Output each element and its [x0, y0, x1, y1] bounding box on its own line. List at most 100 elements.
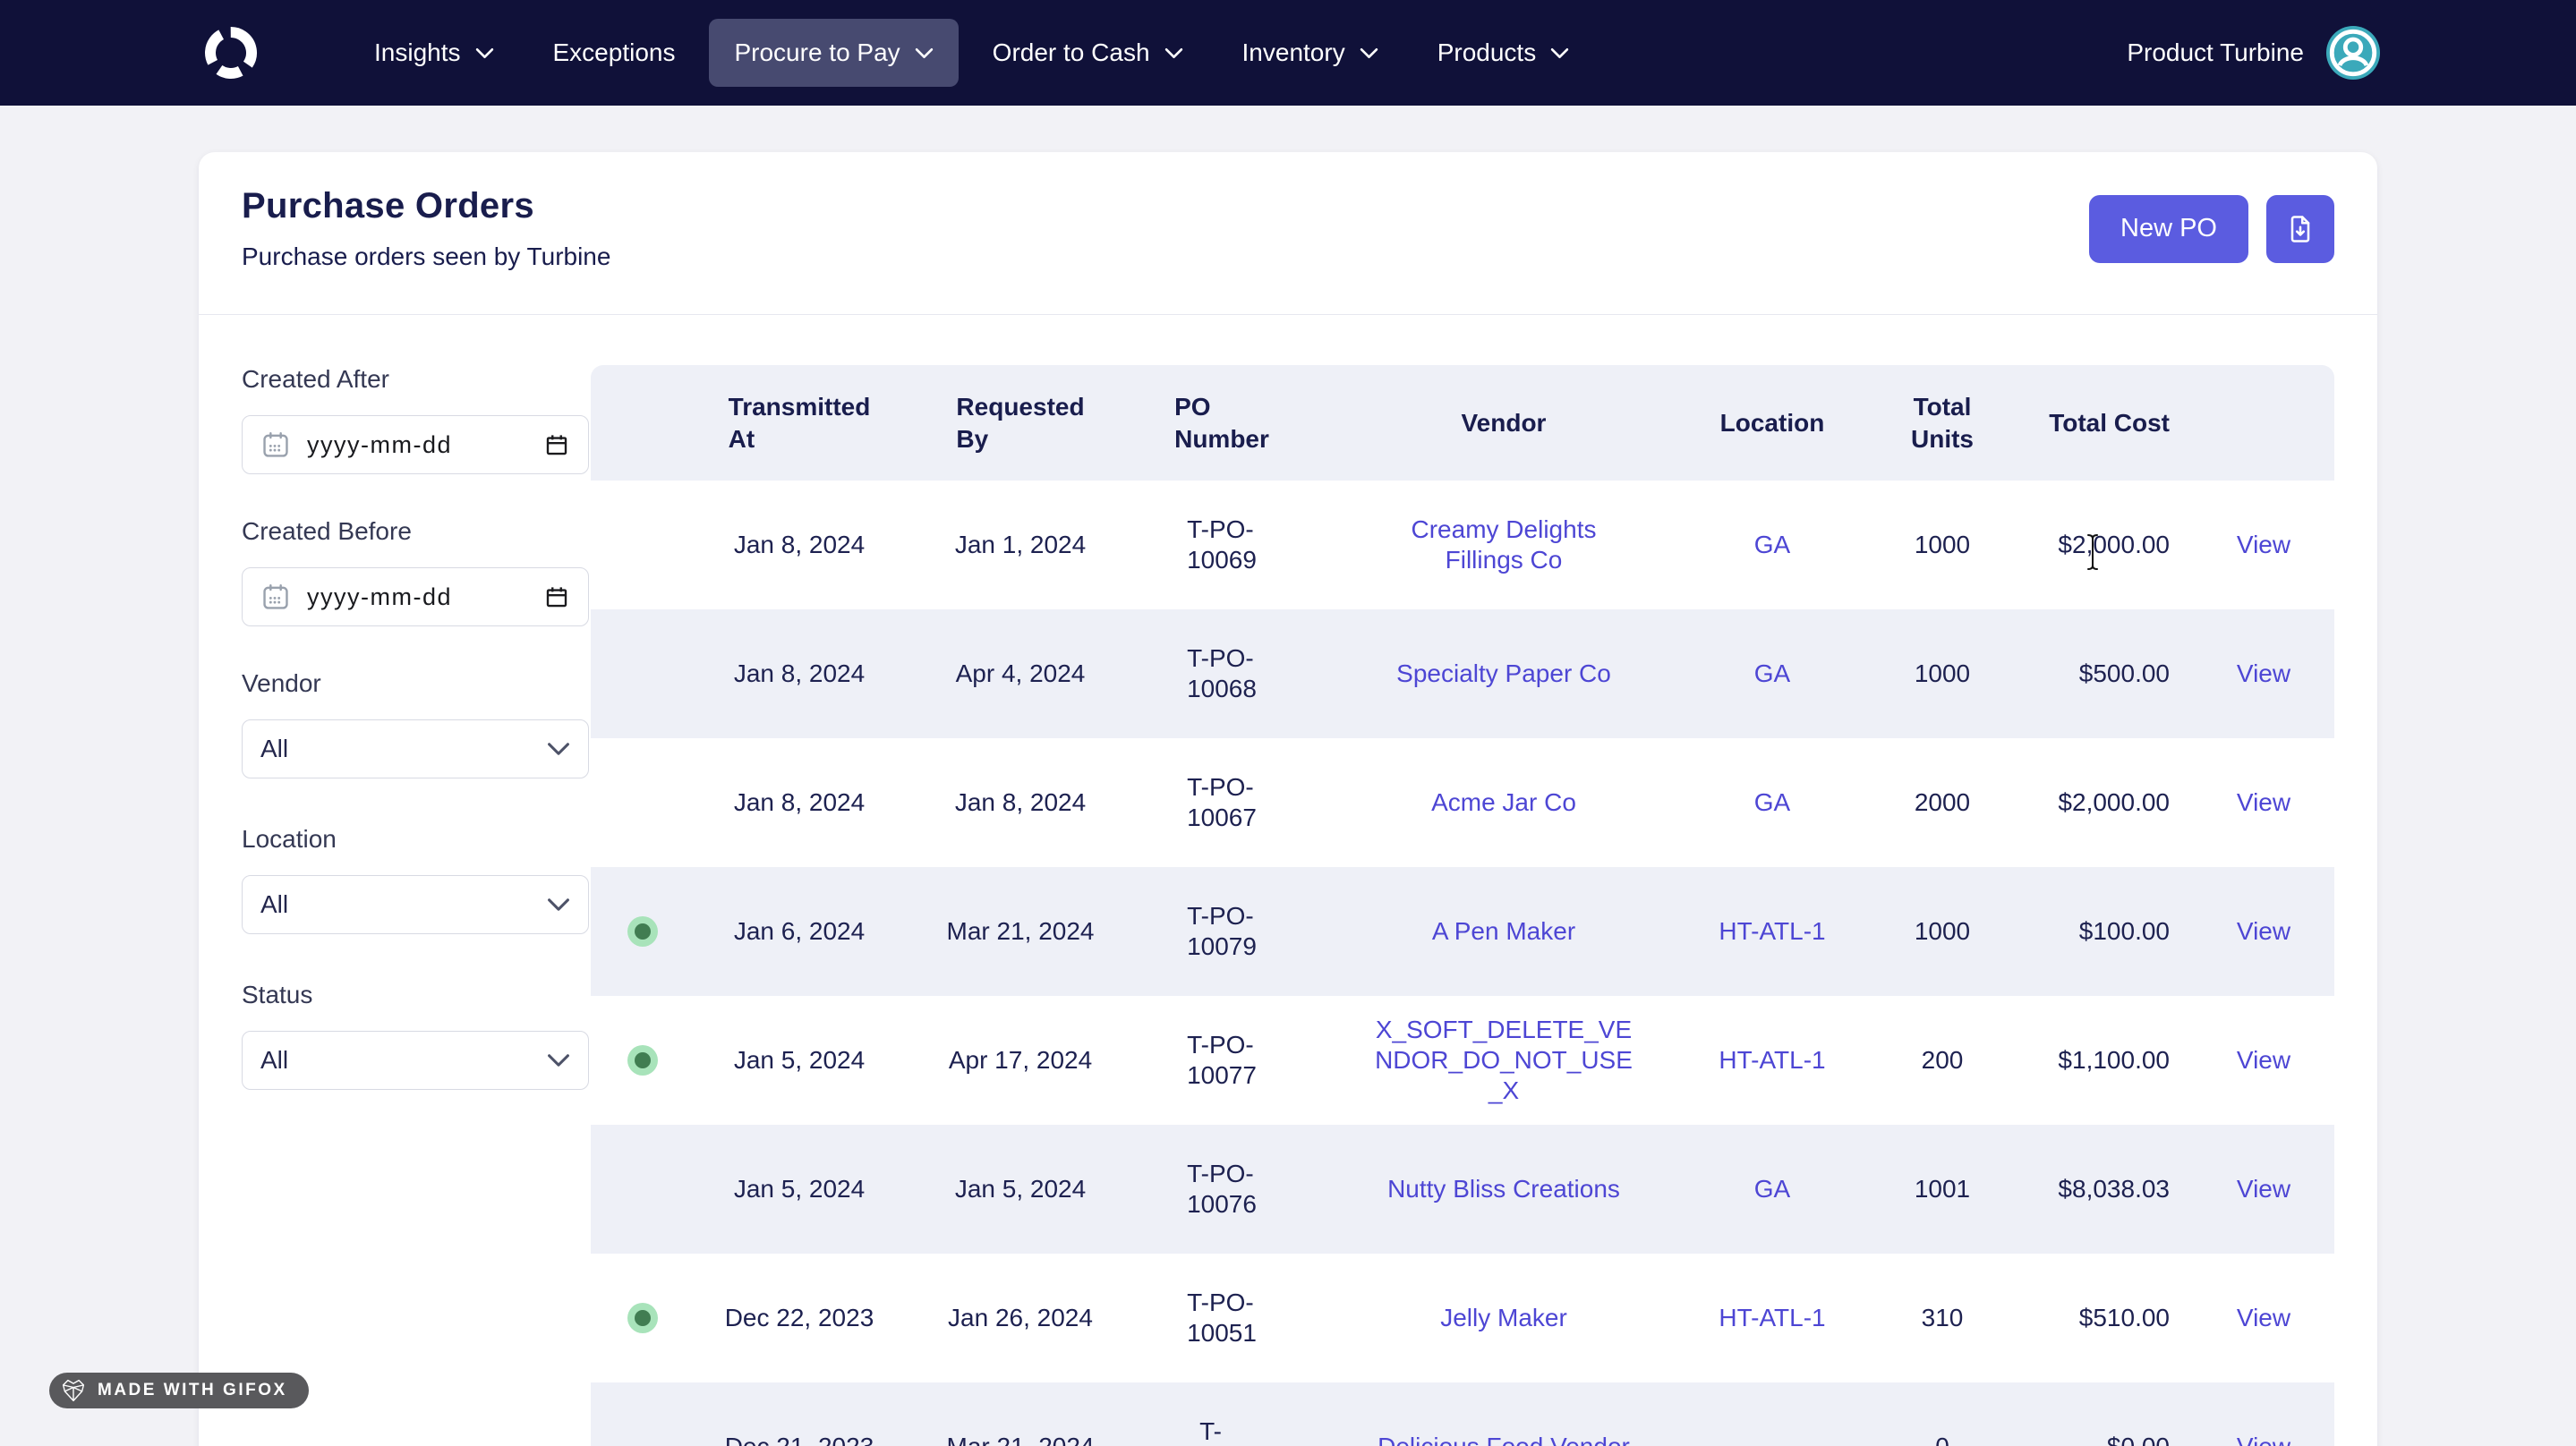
view-cell: View — [2193, 738, 2334, 867]
vendor-cell: X_SOFT_DELETE_VENDOR_DO_NOT_USE_X — [1307, 996, 1701, 1125]
status-cell — [591, 1382, 695, 1446]
status-cell — [591, 867, 695, 996]
vendor-link[interactable]: Nutty Bliss Creations — [1387, 1175, 1620, 1203]
status-cell — [591, 481, 695, 609]
transmitted-at-cell: Jan 8, 2024 — [733, 531, 866, 558]
nav-item-exceptions[interactable]: Exceptions — [528, 19, 701, 87]
top-navbar: Insights Exceptions Procure to Pay Order to… — [0, 0, 2576, 106]
created-after-label: Created After — [242, 365, 389, 393]
vendor-link[interactable]: Delicious Food Vendor — [1378, 1432, 1630, 1446]
view-link[interactable]: View — [2236, 659, 2291, 687]
chevron-down-icon — [548, 1054, 569, 1067]
nav-menu: Insights Exceptions Procure to Pay Order to… — [349, 19, 1594, 87]
view-cell: View — [2193, 1125, 2334, 1254]
export-button[interactable] — [2266, 194, 2334, 263]
vendor-link[interactable]: A Pen Maker — [1431, 917, 1576, 945]
requested-by-cell: Apr 4, 2024 — [904, 609, 1137, 738]
calendar-days-icon — [263, 432, 288, 457]
location-link[interactable]: HT-ATL-1 — [1719, 1304, 1826, 1331]
created-after-placeholder: yyyy-mm-dd — [307, 430, 452, 458]
chevron-down-icon — [475, 47, 493, 58]
vendor-link[interactable]: Specialty Paper Co — [1396, 659, 1611, 687]
col-requested-by: Requested By — [904, 365, 1137, 481]
date-picker-button[interactable] — [543, 431, 570, 458]
col-vendor: Vendor — [1307, 365, 1701, 481]
requested-by-cell: Jan 5, 2024 — [904, 1125, 1137, 1254]
total-units-cell: 2000 — [1914, 788, 1971, 816]
table-row: Jan 8, 2024 Apr 4, 2024 T-PO- 10068 Specialt… — [591, 609, 2334, 738]
status-indicator-dot — [627, 916, 658, 947]
vendor-link[interactable]: Creamy Delights Fillings Co — [1411, 515, 1597, 574]
requested-by-cell: Jan 26, 2024 — [948, 1304, 1093, 1331]
view-cell: View — [2193, 996, 2334, 1125]
view-link[interactable]: View — [2236, 1304, 2291, 1331]
location-link[interactable]: GA — [1753, 659, 1791, 687]
requested-by-cell: Jan 1, 2024 — [954, 531, 1087, 558]
user-name: Product Turbine — [2127, 38, 2304, 66]
location-select[interactable]: All — [242, 875, 589, 934]
filters-panel: Created After yyyy-mm-dd — [242, 365, 591, 1446]
location-link[interactable]: HT-ATL-1 — [1719, 917, 1826, 945]
user-avatar[interactable] — [2325, 25, 2381, 81]
created-after-input[interactable]: yyyy-mm-dd — [242, 415, 589, 474]
location-link[interactable]: GA — [1753, 1175, 1791, 1203]
po-number-cell: T-PO- 10069 — [1187, 515, 1257, 574]
header-actions: New PO — [2089, 194, 2334, 263]
location-cell: HT-ATL-1 — [1701, 1254, 1844, 1382]
vendor-link[interactable]: X_SOFT_DELETE_VENDOR_DO_NOT_USE_X — [1375, 1016, 1633, 1104]
vendor-link[interactable]: Acme Jar Co — [1431, 788, 1576, 816]
turbine-logo-icon — [205, 27, 257, 79]
card-header: Purchase Orders Purchase orders seen by … — [199, 152, 2377, 315]
new-po-button[interactable]: New PO — [2089, 194, 2248, 263]
view-link[interactable]: View — [2236, 1046, 2291, 1074]
date-picker-button[interactable] — [543, 583, 570, 610]
gifox-badge-label: MADE WITH GIFOX — [98, 1381, 287, 1399]
vendor-select[interactable]: All — [242, 719, 589, 778]
app-logo[interactable] — [202, 24, 260, 81]
view-link[interactable]: View — [2236, 917, 2291, 945]
location-link[interactable]: GA — [1753, 788, 1791, 816]
view-link[interactable]: View — [2236, 788, 2291, 816]
vendor-link[interactable]: Jelly Maker — [1440, 1304, 1567, 1331]
vendor-cell: Delicious Food Vendor — [1307, 1382, 1701, 1446]
total-units-cell: 1000 — [1844, 867, 2041, 996]
location-link[interactable]: GA — [1753, 531, 1791, 558]
po-number-cell: T-PO- 10077 — [1187, 1031, 1257, 1089]
transmitted-at-cell: Jan 8, 2024 — [733, 788, 866, 816]
location-cell: HT-ATL-1 — [1701, 867, 1844, 996]
nav-item-inventory[interactable]: Inventory — [1217, 19, 1403, 87]
location-cell: GA — [1701, 738, 1844, 867]
created-before-label: Created Before — [242, 517, 412, 545]
total-units-cell: 1000 — [1914, 531, 1971, 558]
total-cost-cell: $1,100.00 — [2058, 1046, 2170, 1074]
view-link[interactable]: View — [2237, 1433, 2290, 1446]
calendar-icon — [546, 587, 567, 608]
nav-item-order-to-cash[interactable]: Order to Cash — [968, 19, 1208, 87]
requested-by-cell: Mar 21, 2024 — [904, 1382, 1137, 1446]
total-cost-cell: $0.00 — [2041, 1382, 2193, 1446]
vendor-cell: A Pen Maker — [1307, 867, 1701, 996]
po-number-cell: T-PO- 10076 — [1137, 1125, 1307, 1254]
created-before-input[interactable]: yyyy-mm-dd — [242, 567, 589, 626]
view-link[interactable]: View — [2236, 1175, 2291, 1203]
status-select[interactable]: All — [242, 1031, 589, 1090]
view-cell: View — [2193, 1254, 2334, 1382]
location-link[interactable]: HT-ATL-1 — [1719, 1046, 1826, 1074]
transmitted-at-cell: Jan 8, 2024 — [695, 609, 904, 738]
vendor-cell: Specialty Paper Co — [1307, 609, 1701, 738]
total-cost-cell: $2,000.00 — [2058, 531, 2170, 558]
transmitted-at-cell: Dec 22, 2023 — [724, 1304, 874, 1331]
total-cost-cell: $2,000.00 — [2058, 788, 2170, 816]
vendor-filter-label: Vendor — [242, 669, 321, 697]
nav-item-products[interactable]: Products — [1412, 19, 1595, 87]
chevron-down-icon — [1360, 47, 1378, 58]
location-cell: GA — [1701, 609, 1844, 738]
nav-item-insights[interactable]: Insights — [349, 19, 519, 87]
nav-item-label: Exceptions — [552, 38, 676, 66]
view-link[interactable]: View — [2236, 531, 2291, 558]
chevron-down-icon — [548, 898, 569, 911]
view-cell: View — [2193, 1382, 2334, 1446]
nav-item-procure-to-pay[interactable]: Procure to Pay — [709, 19, 959, 87]
total-cost-cell: $500.00 — [2041, 609, 2193, 738]
